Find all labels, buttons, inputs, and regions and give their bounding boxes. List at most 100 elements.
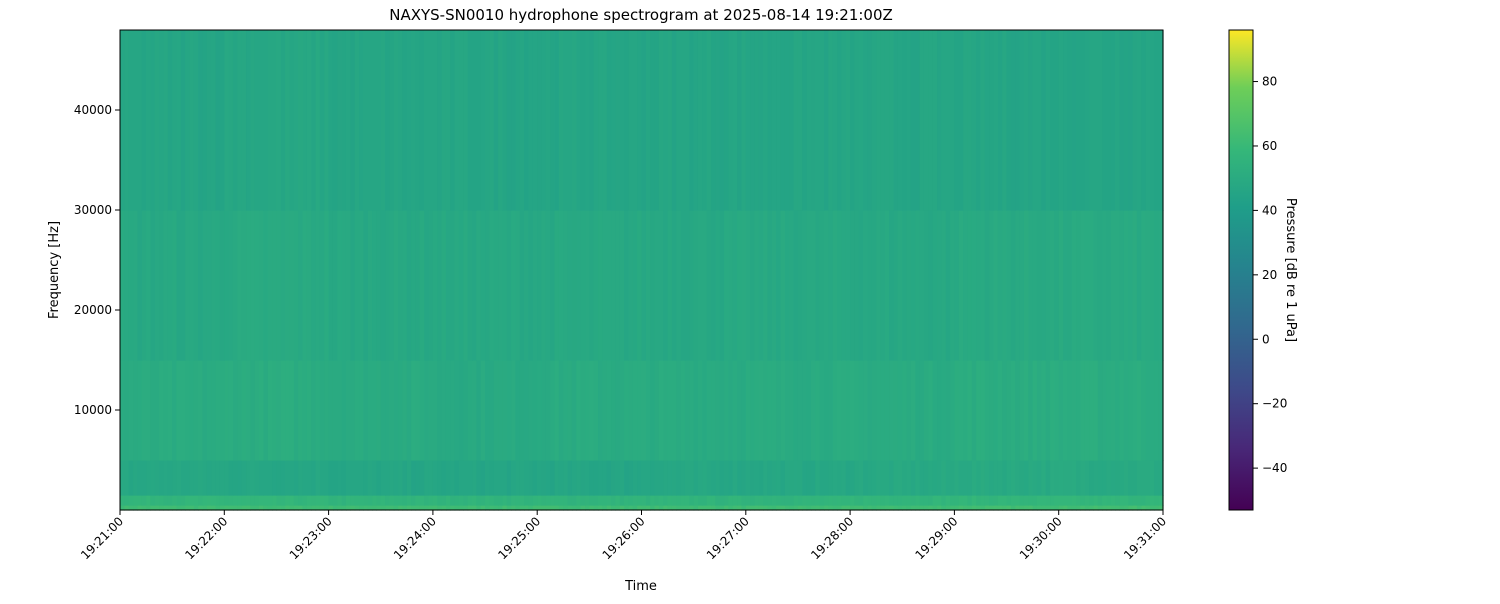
- heatmap-cell: [485, 460, 490, 496]
- heatmap-cell: [828, 505, 834, 511]
- heatmap-cell: [854, 360, 860, 461]
- heatmap-cell: [628, 30, 634, 211]
- heatmap-cell: [341, 495, 347, 506]
- heatmap-cell: [228, 505, 234, 511]
- heatmap-cell: [832, 360, 838, 461]
- heatmap-cell: [637, 210, 643, 361]
- heatmap-cell: [437, 495, 443, 506]
- heatmap-cell: [211, 505, 217, 511]
- heatmap-cell: [984, 30, 990, 211]
- heatmap-cell: [228, 210, 234, 361]
- heatmap-cell: [176, 210, 182, 361]
- heatmap-cell: [711, 505, 716, 511]
- heatmap-cell: [697, 210, 703, 361]
- heatmap-cell: [902, 360, 908, 461]
- heatmap-cell: [502, 460, 508, 496]
- heatmap-cell: [1128, 460, 1134, 496]
- heatmap-cell: [463, 505, 469, 511]
- heatmap-cell: [328, 495, 334, 506]
- heatmap-cell: [1110, 460, 1116, 496]
- heatmap-cell: [711, 360, 716, 461]
- heatmap-cell: [272, 360, 278, 461]
- heatmap-cell: [424, 210, 430, 361]
- heatmap-cell: [754, 460, 760, 496]
- heatmap-cell: [150, 505, 156, 511]
- heatmap-cell: [506, 505, 512, 511]
- heatmap-cell: [241, 360, 247, 461]
- heatmap-cell: [276, 30, 282, 211]
- heatmap-cell: [871, 460, 877, 496]
- heatmap-cell: [789, 495, 795, 506]
- heatmap-cell: [480, 460, 486, 496]
- heatmap-cell: [958, 505, 964, 511]
- colorbar-label: Pressure [dB re 1 uPa]: [1283, 198, 1298, 342]
- heatmap-cell: [967, 505, 973, 511]
- heatmap-cell: [1015, 505, 1021, 511]
- heatmap-cell: [524, 460, 530, 496]
- heatmap-cell: [133, 460, 138, 496]
- heatmap-cell: [246, 360, 251, 461]
- heatmap-cell: [137, 495, 143, 506]
- heatmap-cell: [398, 30, 404, 211]
- heatmap-cell: [593, 460, 599, 496]
- heatmap-cell: [289, 505, 295, 511]
- heatmap-cell: [624, 460, 630, 496]
- heatmap-cell: [172, 505, 178, 511]
- heatmap-cell: [472, 360, 477, 461]
- heatmap-cell: [737, 495, 743, 506]
- heatmap-cell: [545, 30, 551, 211]
- heatmap-cell: [354, 360, 360, 461]
- heatmap-cell: [819, 210, 825, 361]
- heatmap-cell: [224, 30, 230, 211]
- heatmap-cell: [550, 30, 556, 211]
- heatmap-cell: [246, 505, 251, 511]
- heatmap-cell: [602, 30, 608, 211]
- heatmap-cell: [493, 495, 499, 506]
- heatmap-cell: [889, 210, 895, 361]
- heatmap-cell: [298, 30, 304, 211]
- heatmap-cell: [450, 495, 456, 506]
- heatmap-cell: [589, 210, 595, 361]
- heatmap-cell: [302, 360, 308, 461]
- heatmap-cell: [1032, 30, 1038, 211]
- heatmap-cell: [293, 460, 299, 496]
- heatmap-cell: [541, 210, 547, 361]
- heatmap-cell: [637, 30, 643, 211]
- heatmap-cell: [1132, 460, 1138, 496]
- heatmap-cell: [641, 505, 647, 511]
- heatmap-cell: [732, 460, 738, 496]
- heatmap-cell: [385, 460, 391, 496]
- heatmap-cell: [593, 210, 599, 361]
- heatmap-cell: [580, 30, 586, 211]
- heatmap-cell: [558, 495, 564, 506]
- heatmap-cell: [189, 460, 195, 496]
- heatmap-cell: [1045, 360, 1051, 461]
- heatmap-cell: [611, 360, 617, 461]
- heatmap-cell: [780, 210, 786, 361]
- heatmap-cell: [202, 495, 208, 506]
- heatmap-cell: [893, 495, 899, 506]
- heatmap-cell: [1123, 210, 1129, 361]
- heatmap-cell: [1071, 495, 1077, 506]
- heatmap-cell: [937, 30, 942, 211]
- heatmap-cell: [585, 30, 590, 211]
- heatmap-cell: [767, 210, 773, 361]
- heatmap-cell: [663, 360, 669, 461]
- heatmap-cell: [450, 210, 456, 361]
- heatmap-cell: [146, 360, 152, 461]
- heatmap-cell: [563, 210, 569, 361]
- heatmap-cell: [502, 210, 508, 361]
- heatmap-cell: [915, 210, 921, 361]
- heatmap-cell: [128, 505, 134, 511]
- heatmap-cell: [472, 460, 477, 496]
- heatmap-cell: [797, 360, 803, 461]
- heatmap-cell: [1110, 505, 1116, 511]
- heatmap-cell: [541, 495, 547, 506]
- heatmap-cell: [124, 210, 130, 361]
- heatmap-cell: [1149, 360, 1155, 461]
- heatmap-cell: [493, 30, 499, 211]
- heatmap-cell: [541, 460, 547, 496]
- heatmap-cell: [411, 30, 417, 211]
- heatmap-cell: [828, 30, 834, 211]
- heatmap-cell: [1102, 30, 1108, 211]
